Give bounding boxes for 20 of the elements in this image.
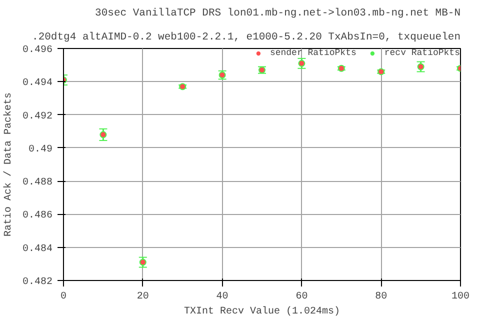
chart-title: 30sec VanillaTCP DRS lon01.mb-ng.net->lon03.mb-ng.net MB-N bbox=[95, 8, 461, 20]
y-tick-label: 0.492 bbox=[22, 111, 53, 122]
y-axis-title: Ratio Ack / Data Packets bbox=[2, 92, 14, 237]
chart-subtitle: .20dtg4 altAIMD-0.2 web100-2.2.1, e1000-5.2.20 TxAbsIn=0, txqueuelen bbox=[32, 32, 461, 44]
y-tick-label: 0.488 bbox=[22, 178, 53, 189]
x-tick-label: 80 bbox=[375, 292, 388, 302]
y-tick-label: 0.484 bbox=[22, 244, 53, 255]
y-tick-label: 0.482 bbox=[22, 277, 53, 288]
x-tick-label: 60 bbox=[296, 292, 308, 302]
x-tick-label: 100 bbox=[452, 292, 470, 302]
y-tick-label: 0.496 bbox=[22, 45, 53, 56]
y-tick-label: 0.49 bbox=[28, 144, 53, 156]
y-tick-label: 0.486 bbox=[22, 210, 53, 222]
x-tick-label: 0 bbox=[60, 292, 67, 302]
y-tick-label: 0.494 bbox=[22, 78, 53, 90]
legend-label: sender RatioPkts bbox=[270, 48, 356, 58]
x-tick-label: 40 bbox=[216, 292, 228, 302]
x-axis-title: TXInt Recv Value (1.024ms) bbox=[184, 306, 340, 318]
x-tick-label: 20 bbox=[136, 292, 149, 302]
legend-label: recv RatioPkts bbox=[384, 48, 460, 58]
